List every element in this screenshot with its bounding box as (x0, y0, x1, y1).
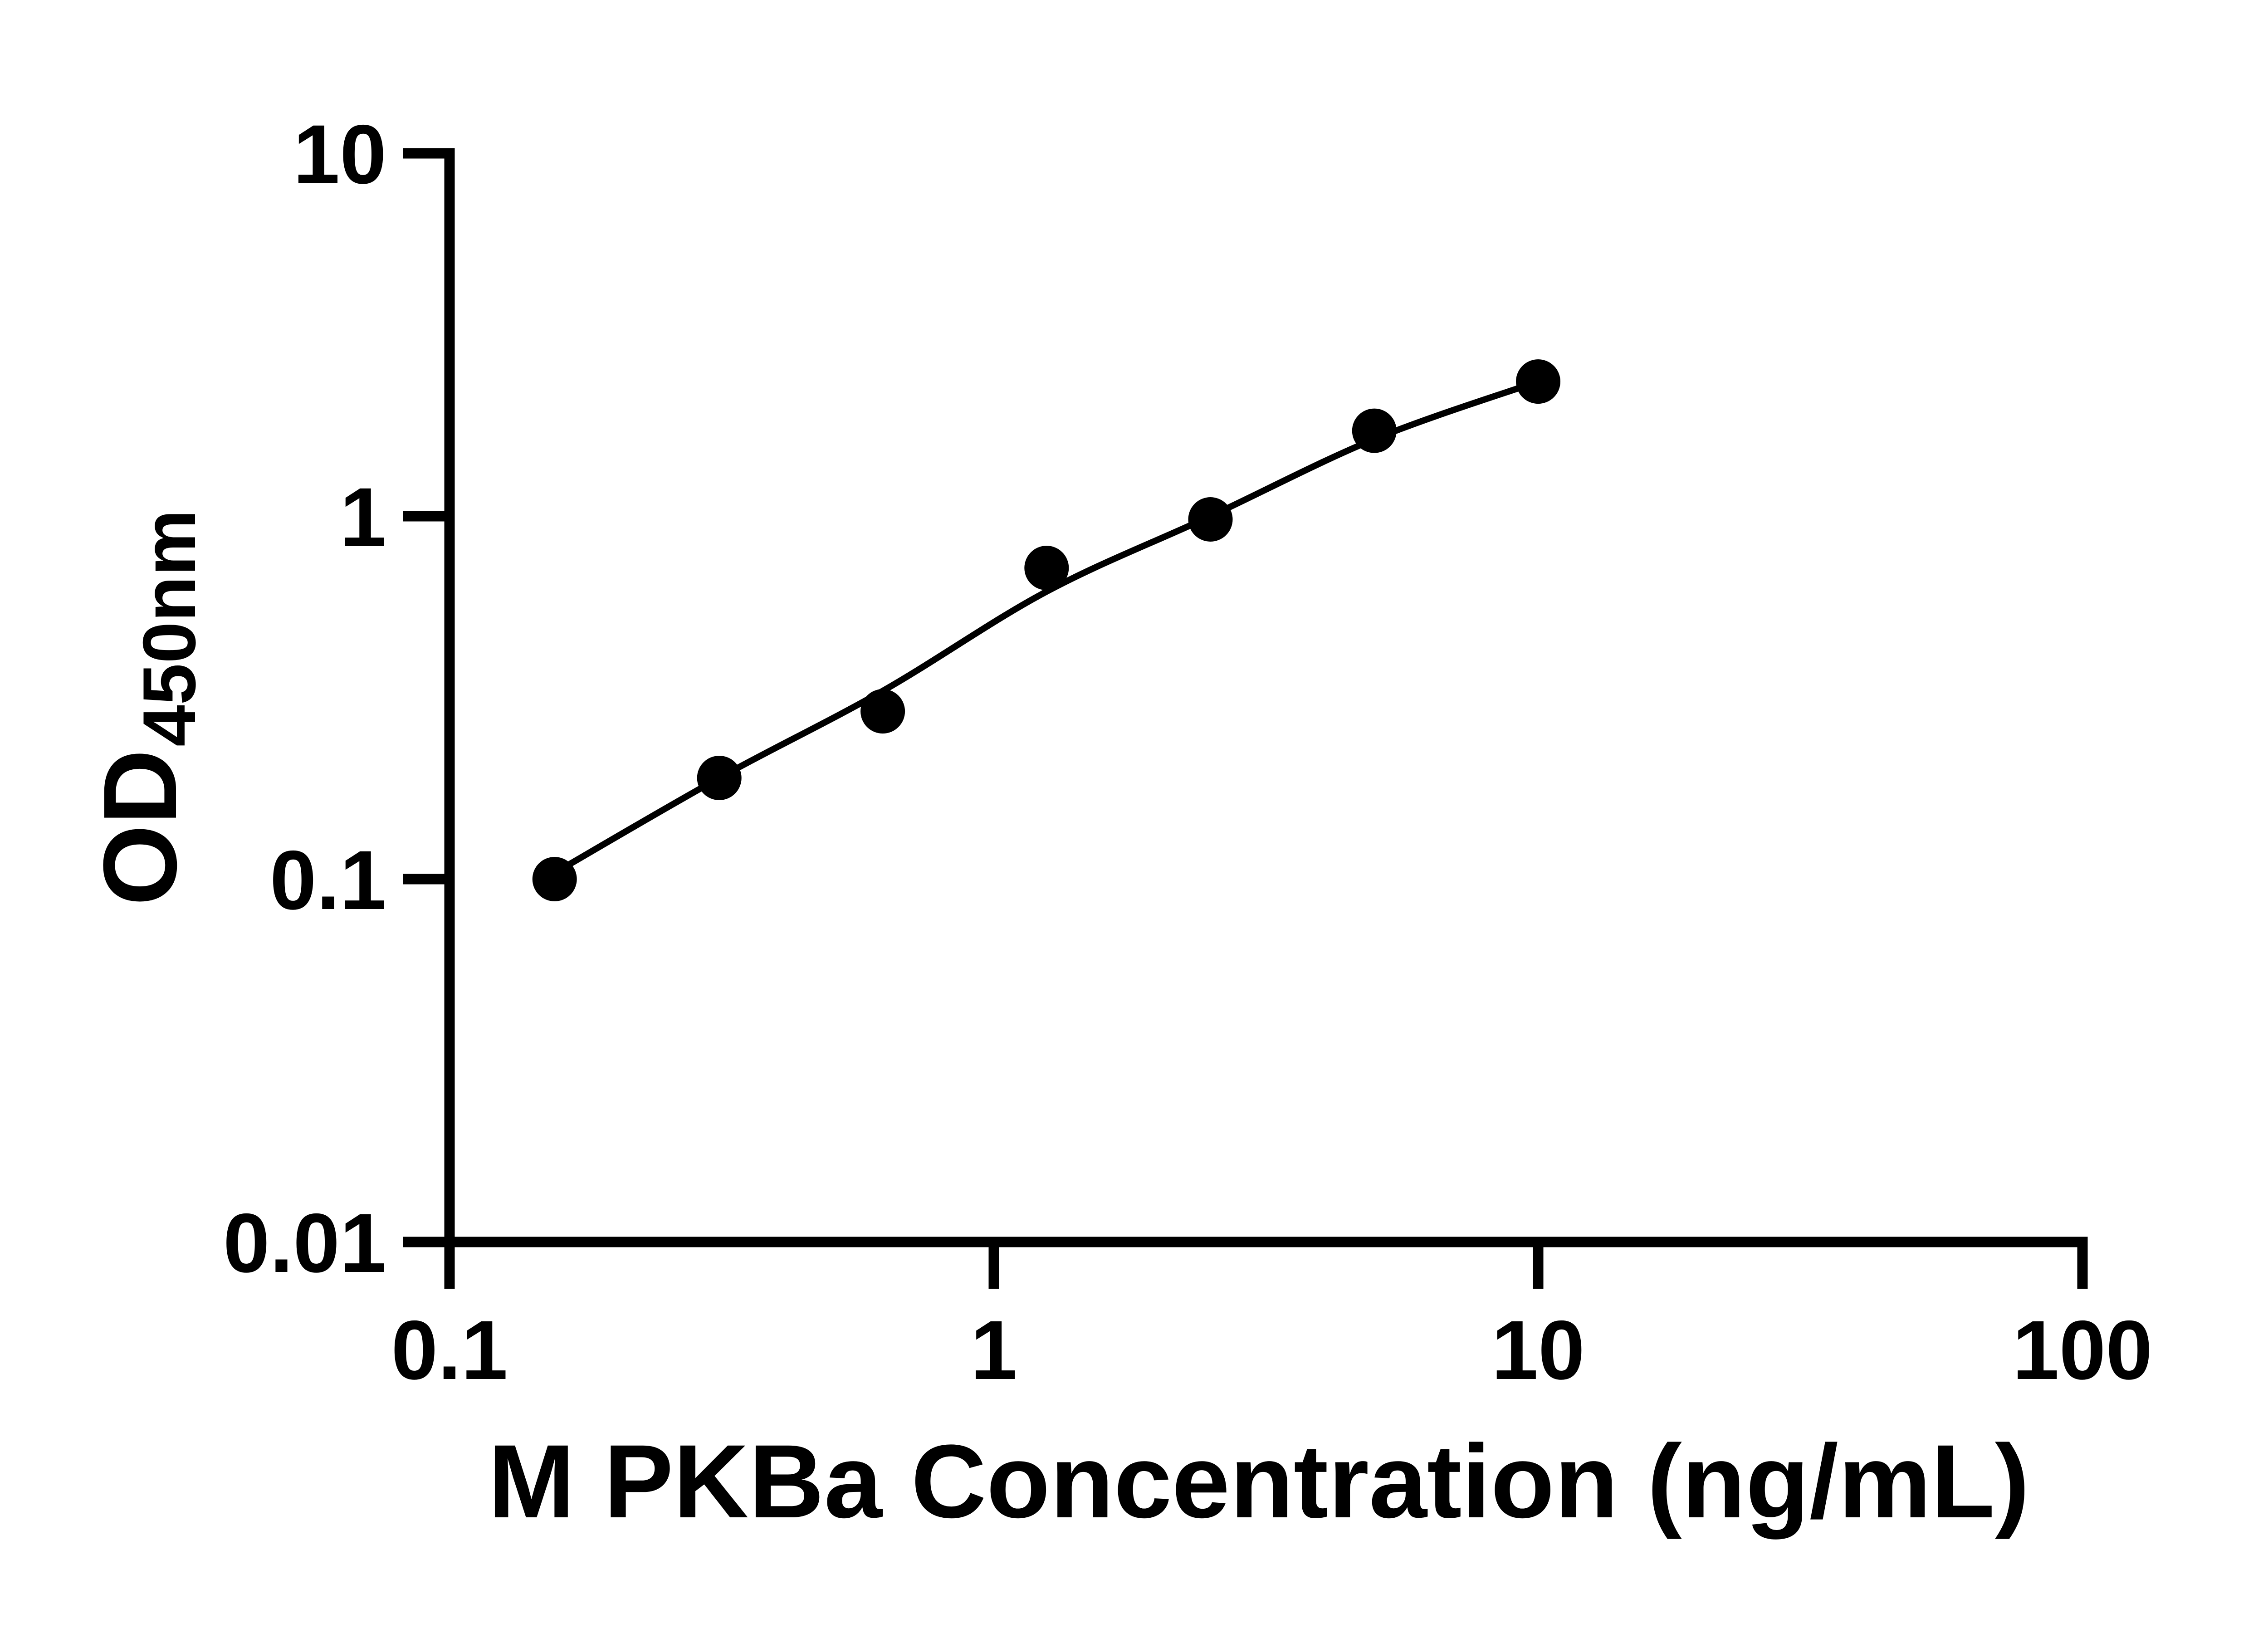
data-point-marker (1024, 546, 1069, 591)
y-tick-label: 1 (340, 471, 386, 564)
y-tick-label: 0.1 (270, 834, 386, 927)
x-tick-label: 10 (1491, 1304, 1585, 1397)
x-tick-label: 0.1 (391, 1304, 508, 1397)
data-point-marker (1188, 497, 1233, 542)
data-point-marker (1352, 408, 1397, 453)
x-tick-label: 1 (971, 1304, 1017, 1397)
data-point-marker (1516, 359, 1560, 404)
data-point-marker (860, 689, 905, 734)
fit-curve-line (553, 378, 1540, 876)
data-point-marker (532, 857, 577, 901)
y-axis-title: OD450nm (82, 509, 211, 906)
x-axis-title: M PKBa Concentration (ng/mL) (488, 1423, 2030, 1540)
y-tick-label: 0.01 (223, 1197, 386, 1290)
y-tick-label: 10 (293, 108, 386, 201)
x-tick-label: 100 (2013, 1304, 2153, 1397)
data-point-marker (697, 756, 742, 800)
